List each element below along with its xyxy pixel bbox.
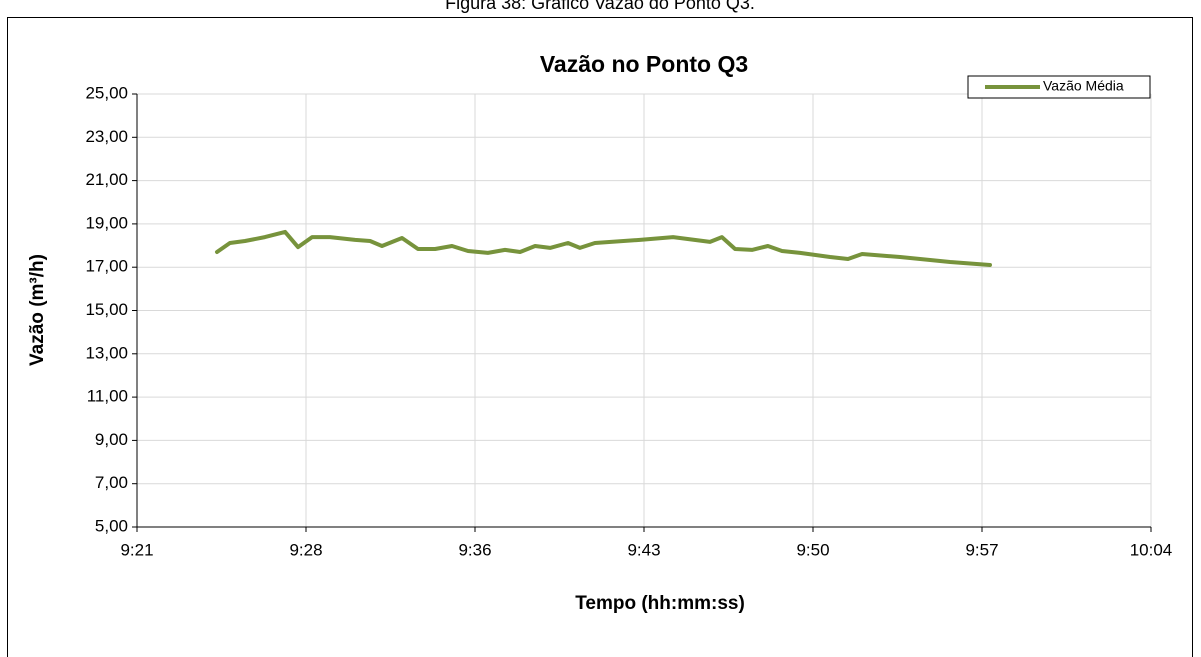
x-tick-label: 9:36	[458, 540, 491, 559]
y-tick-label: 13,00	[85, 343, 128, 362]
y-tick-label: 7,00	[95, 473, 128, 492]
y-tick-label: 17,00	[85, 257, 128, 276]
y-tick-label: 21,00	[85, 170, 128, 189]
legend-label: Vazão Média	[1043, 78, 1124, 94]
x-tick-label: 10:04	[1130, 540, 1173, 559]
y-tick-label: 5,00	[95, 516, 128, 535]
x-tick-label: 9:21	[120, 540, 153, 559]
y-tick-label: 19,00	[85, 213, 128, 232]
y-tick-label: 23,00	[85, 127, 128, 146]
y-tick-label: 9,00	[95, 430, 128, 449]
y-tick-label: 25,00	[85, 83, 128, 102]
y-axis-label: Vazão (m³/h)	[27, 254, 48, 366]
y-tick-label: 11,00	[87, 387, 128, 406]
x-tick-label: 9:57	[965, 540, 998, 559]
data-line	[215, 229, 992, 267]
x-tick-label: 9:50	[796, 540, 829, 559]
x-tick-label: 9:43	[627, 540, 660, 559]
x-tick-label: 9:28	[289, 540, 322, 559]
y-tick-label: 15,00	[85, 300, 128, 319]
chart-title: Vazão no Ponto Q3	[540, 51, 748, 77]
chart-border	[7, 17, 1193, 657]
figure-caption: Figura 38: Gráfico Vazão do Ponto Q3.	[445, 0, 755, 13]
legend-box	[967, 75, 1151, 99]
x-axis-label: Tempo (hh:mm:ss)	[575, 593, 745, 614]
